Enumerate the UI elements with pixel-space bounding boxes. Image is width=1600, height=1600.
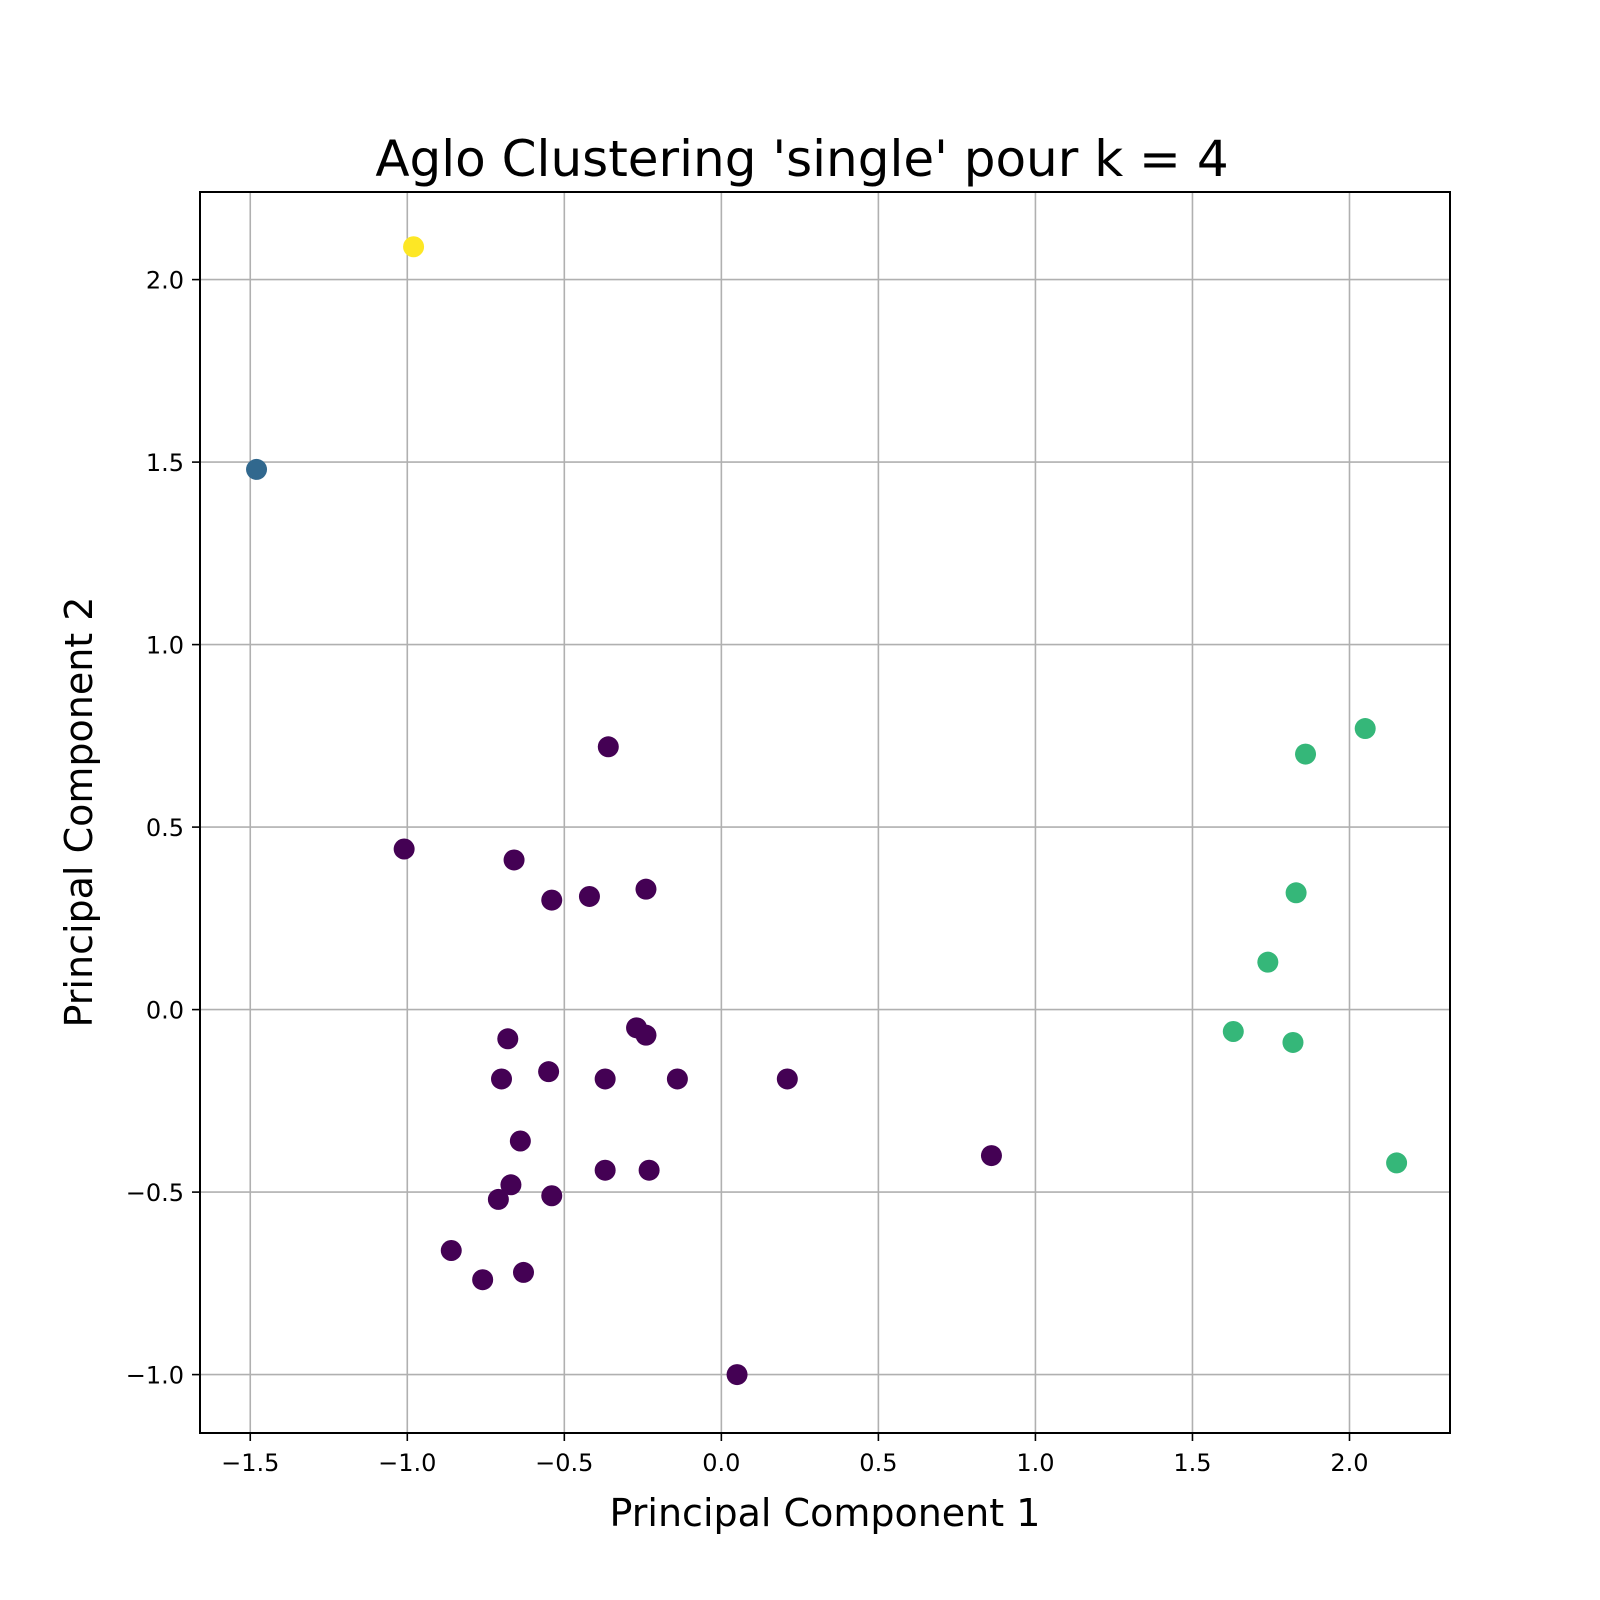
data-point-cluster-0: [776, 1068, 798, 1090]
y-tick-label: −0.5: [126, 1179, 184, 1207]
data-point-cluster-0: [503, 849, 525, 871]
data-point-cluster-0: [538, 1061, 560, 1083]
data-point-cluster-2: [1386, 1152, 1408, 1174]
x-tick-label: 0.5: [859, 1449, 897, 1477]
data-point-cluster-0: [512, 1261, 534, 1283]
axis-ticks: −1.5 −1.0 −0.5 0.0 0.5 1.0 1.5 2.0 −1.0 −0.5 0.0 0.…: [126, 267, 1369, 1477]
data-point-cluster-0: [578, 885, 600, 907]
data-point-cluster-0: [487, 1188, 509, 1210]
data-point-cluster-0: [497, 1028, 519, 1050]
data-point-cluster-0: [597, 736, 619, 758]
data-point-cluster-2: [1285, 882, 1307, 904]
data-point-cluster-0: [594, 1068, 616, 1090]
data-point-cluster-0: [491, 1068, 513, 1090]
x-tick-label: 1.0: [1016, 1449, 1054, 1477]
x-tick-label: −1.5: [221, 1449, 279, 1477]
x-tick-label: 2.0: [1330, 1449, 1368, 1477]
data-point-cluster-0: [594, 1159, 616, 1181]
x-axis-label: Principal Component 1: [610, 1491, 1041, 1535]
data-point-cluster-2: [1354, 718, 1376, 740]
data-point-cluster-0: [440, 1240, 462, 1261]
data-point-cluster-0: [472, 1269, 494, 1291]
y-tick-label: −1.0: [126, 1362, 184, 1390]
x-tick-label: 1.5: [1173, 1449, 1211, 1477]
data-point-cluster-0: [509, 1130, 531, 1152]
data-point-cluster-0: [393, 838, 415, 860]
chart-title: Aglo Clustering 'single' pour k = 4: [375, 130, 1228, 188]
y-tick-label: 1.5: [146, 449, 184, 477]
data-point-cluster-0: [635, 1024, 657, 1046]
data-point-cluster-2: [1282, 1031, 1304, 1053]
data-point-cluster-2: [1295, 743, 1317, 765]
y-tick-label: 2.0: [146, 267, 184, 295]
plot-frame: [199, 191, 1451, 1434]
data-point-cluster-0: [500, 1174, 522, 1196]
data-point-cluster-0: [666, 1068, 688, 1090]
x-tick-label: 0.0: [702, 1449, 740, 1477]
data-point-cluster-1: [246, 458, 268, 480]
data-point-cluster-0: [980, 1145, 1002, 1167]
data-point-cluster-0: [541, 889, 563, 911]
y-axis-label: Principal Component 2: [57, 597, 101, 1028]
data-point-cluster-3: [403, 236, 425, 258]
data-point-cluster-0: [541, 1185, 563, 1207]
data-point-cluster-0: [726, 1364, 748, 1386]
y-tick-label: 0.5: [146, 814, 184, 842]
grid-lines: [200, 192, 1450, 1433]
y-tick-label: 1.0: [146, 632, 184, 660]
x-tick-label: −1.0: [378, 1449, 436, 1477]
y-tick-label: 0.0: [146, 997, 184, 1025]
data-point-cluster-0: [635, 878, 657, 900]
data-point-cluster-2: [1257, 951, 1279, 973]
data-point-cluster-2: [1222, 1021, 1244, 1042]
data-points: [246, 236, 1408, 1386]
x-tick-label: −0.5: [535, 1449, 593, 1477]
data-point-cluster-0: [638, 1159, 660, 1181]
